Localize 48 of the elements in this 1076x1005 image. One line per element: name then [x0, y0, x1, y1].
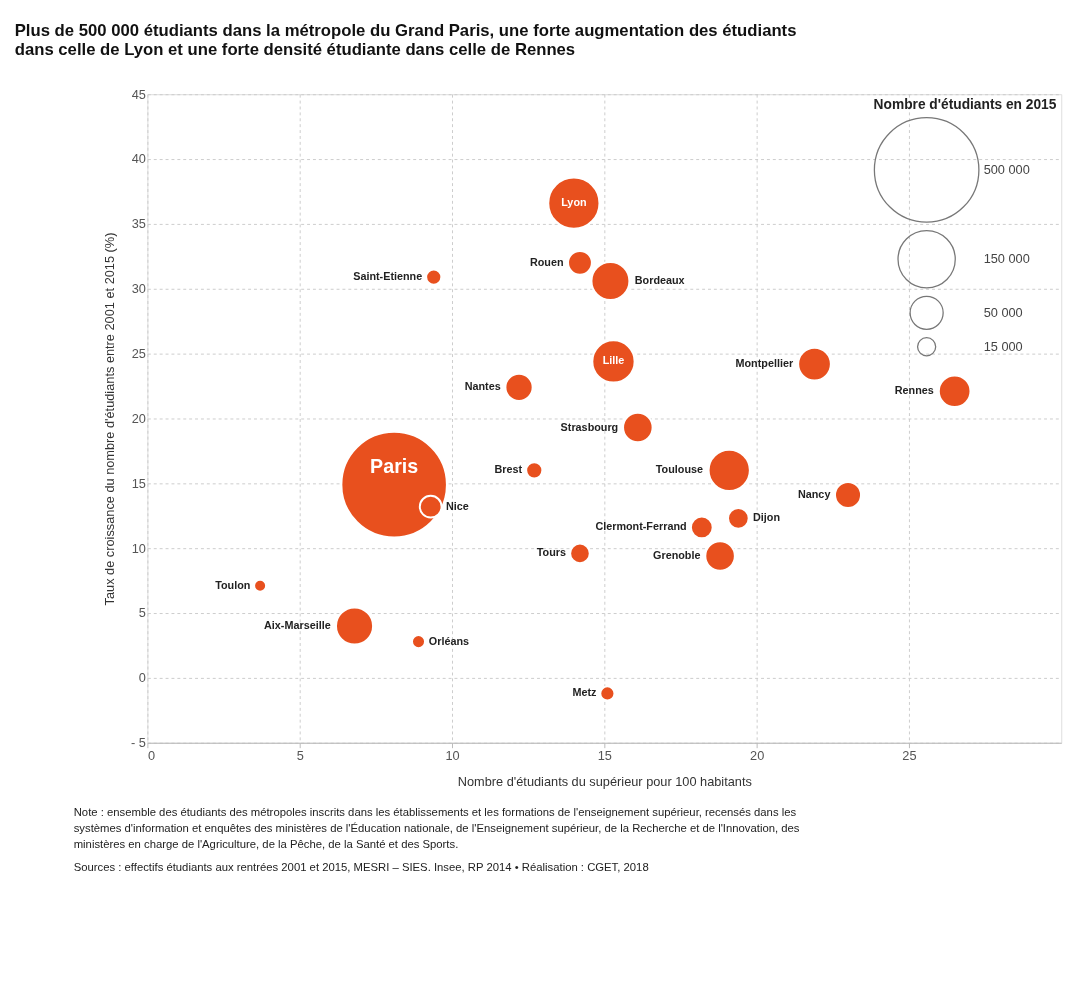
series-label: Saint-Etienne	[353, 270, 423, 283]
y-tick-label: 30	[131, 281, 146, 297]
series-label: Nantes	[464, 380, 501, 393]
x-tick-label: 25	[902, 747, 917, 763]
series-label: Rennes	[894, 384, 934, 397]
series-label: Tours	[536, 546, 566, 559]
legend-title: Nombre d'étudiants en 2015	[873, 96, 1057, 112]
x-tick-label: 15	[597, 747, 612, 763]
series-label: Toulouse	[655, 463, 703, 476]
y-tick-label: 10	[131, 540, 146, 556]
series-label: Grenoble	[653, 548, 701, 561]
y-tick-label: 20	[131, 410, 146, 426]
series-label: Brest	[494, 463, 523, 476]
y-tick-label: 5	[138, 605, 146, 621]
y-tick-label: - 5	[131, 735, 146, 751]
series-label: Lille	[602, 354, 625, 367]
x-tick-label: 5	[296, 747, 304, 763]
y-tick-label: 45	[131, 86, 146, 102]
series-label: Paris	[370, 454, 419, 477]
series-label: Dijon	[752, 511, 780, 524]
legend-label: 50 000	[983, 304, 1023, 320]
legend-label: 150 000	[983, 251, 1030, 267]
series-label: Rouen	[529, 255, 564, 268]
series-label: Montpellier	[735, 356, 794, 369]
text: Note : ensemble des étudiants des métropoles inscrits dans les établissements et les formations de l'enseignement supérieur, recensés dans les systèmes d'information et enquêtes des ministères de l'Éducation nationale, de l'Enseignement supérieur, de la Recherche et de l'Innovation, des ministères en charge de l'Agriculture, de la Pêche, de la Santé et des Sports.	[73, 806, 800, 850]
source-note: Sources : effectifs étudiants aux rentrées 2001 et 2015, MESRI – SIES. Insee, RP 2014 • Réalisation : CGET, 2018	[73, 861, 649, 874]
y-tick-label: 15	[131, 475, 146, 491]
series-label: Orléans	[428, 634, 470, 647]
y-tick-label: 25	[131, 346, 146, 362]
series-label: Nice	[445, 499, 469, 512]
legend-label: 15 000	[983, 338, 1023, 354]
series-label: Lyon	[561, 196, 587, 209]
y-tick-label: 35	[131, 216, 146, 232]
y-axis-title: Taux de croissance du nombre d'étudiants entre 2001 et 2015 (%)	[102, 232, 118, 606]
series-label: Aix-Marseille	[264, 618, 331, 631]
x-tick-label: 20	[750, 747, 765, 763]
y-tick-label: 40	[131, 151, 146, 167]
series-label: Bordeaux	[634, 273, 685, 286]
series-label: Nancy	[797, 487, 831, 500]
chart-title: Plus de 500 000 étudiants dans la métropole du Grand Paris, une forte augmentation des étudiants dans celle de Lyon et une forte densité étudiante dans celle de Rennes	[14, 21, 797, 59]
series-label: Toulon	[215, 578, 251, 591]
legend-label: 500 000	[983, 161, 1030, 177]
series-label: Metz	[572, 686, 598, 699]
x-tick-label: 10	[445, 747, 460, 763]
x-axis-title: Nombre d'étudiants du supérieur pour 100 habitants	[457, 774, 752, 790]
y-tick-label: 0	[138, 670, 146, 686]
series-label: Strasbourg	[560, 420, 619, 433]
series-label: Clermont-Ferrand	[595, 520, 687, 533]
